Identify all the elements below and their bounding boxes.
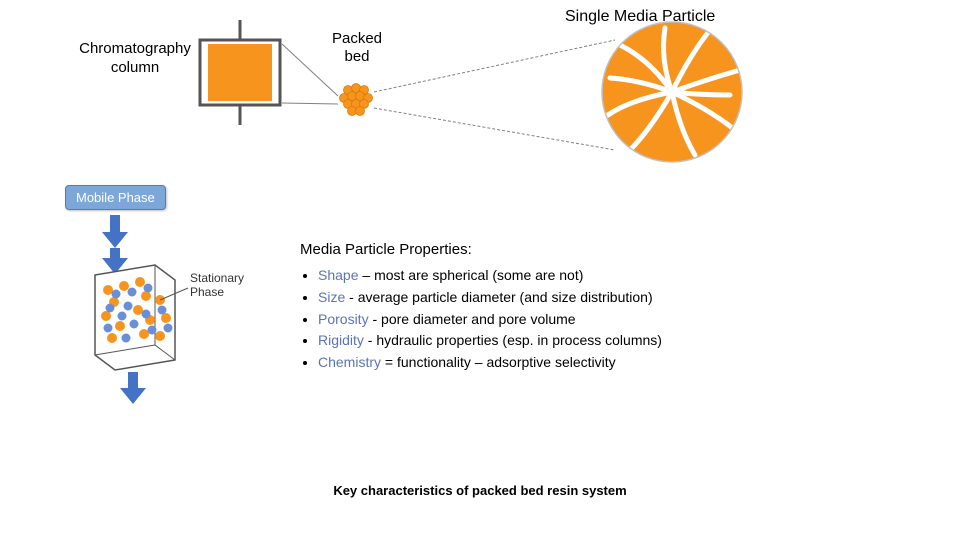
diagram-svg (0, 0, 960, 540)
packed-bed-icon (340, 84, 373, 116)
zoom-lines-1 (282, 44, 338, 104)
lower-column-icon (95, 265, 188, 370)
exit-arrow (120, 372, 146, 404)
mobile-phase-arrows (102, 215, 128, 274)
zoom-lines-2 (374, 40, 615, 150)
chromatography-column-icon (200, 20, 280, 125)
single-media-particle-icon (602, 22, 742, 162)
